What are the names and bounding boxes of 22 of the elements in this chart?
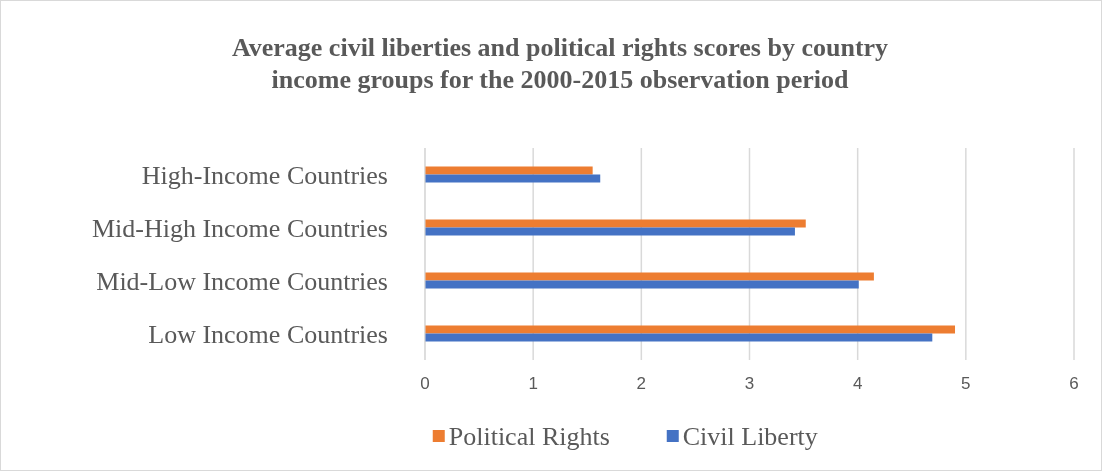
x-tick-label: 6 <box>1069 374 1079 393</box>
x-tick-label: 4 <box>852 374 863 393</box>
y-tick-label: Mid-High Income Countries <box>91 213 388 243</box>
bar <box>425 227 795 236</box>
bar <box>425 272 874 281</box>
x-tick-label: 0 <box>420 374 430 393</box>
y-tick-label: Low Income Countries <box>148 319 388 349</box>
bar <box>425 166 593 175</box>
bar <box>425 174 601 183</box>
y-tick-label: Mid-Low Income Countries <box>96 266 388 296</box>
chart-title: Average civil liberties and political rights scores by country income groups for the 2000-2015 observation period <box>231 33 889 94</box>
bar <box>425 325 956 334</box>
y-tick-label: High-Income Countries <box>141 160 388 190</box>
bar <box>425 280 859 289</box>
x-tick-label: 1 <box>528 374 538 393</box>
legend-label: Civil Liberty <box>682 422 818 451</box>
bar <box>425 219 806 228</box>
legend-label: Political Rights <box>448 422 610 451</box>
x-tick-label: 5 <box>961 374 971 393</box>
bar <box>425 333 933 342</box>
x-tick-label: 3 <box>744 374 755 393</box>
x-tick-label: 2 <box>636 374 647 393</box>
